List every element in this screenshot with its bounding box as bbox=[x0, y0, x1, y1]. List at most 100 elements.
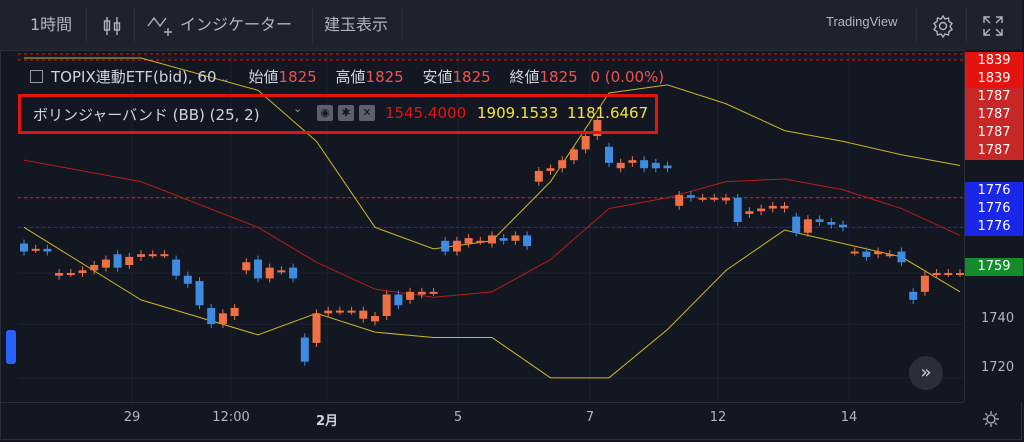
bb-lower-value: 1181.6467 bbox=[567, 104, 649, 122]
change-value: 0 (0.00%) bbox=[590, 68, 665, 86]
candle bbox=[640, 160, 649, 169]
interval-button[interactable]: 1時間 bbox=[30, 15, 73, 34]
candle bbox=[523, 235, 532, 247]
price-chart[interactable] bbox=[18, 50, 964, 402]
candle bbox=[757, 208, 766, 212]
candle bbox=[745, 211, 754, 214]
candle bbox=[733, 197, 742, 222]
candle bbox=[675, 195, 684, 206]
candle bbox=[862, 251, 871, 257]
candle bbox=[230, 307, 239, 317]
high-label: 高値 bbox=[335, 68, 366, 86]
chevron-down-icon[interactable]: ⌄ bbox=[220, 72, 230, 85]
price-axis[interactable]: 1839 1839 1787 1787 1787 1787 1776 1776 1776 1759… bbox=[964, 50, 1023, 402]
candle bbox=[277, 270, 286, 273]
price-label: 1787 bbox=[965, 106, 1023, 124]
candle bbox=[300, 337, 309, 362]
candle bbox=[815, 219, 824, 222]
candle bbox=[616, 162, 625, 169]
candle bbox=[324, 310, 333, 314]
candle bbox=[137, 254, 145, 257]
chevron-down-icon[interactable]: ⌄ bbox=[293, 102, 303, 115]
candle bbox=[78, 270, 87, 274]
x-tick-label: 2月 bbox=[315, 414, 339, 429]
candle bbox=[113, 254, 122, 268]
toolbar-divider bbox=[916, 8, 917, 42]
candle bbox=[569, 149, 578, 161]
candle bbox=[850, 251, 859, 254]
candle bbox=[827, 221, 836, 225]
price-label: 1787 bbox=[965, 124, 1023, 142]
indicators-icon[interactable] bbox=[146, 12, 176, 38]
price-label: 1839 bbox=[965, 70, 1023, 88]
candle bbox=[207, 307, 216, 325]
fullscreen-icon[interactable] bbox=[981, 14, 1005, 38]
candle bbox=[242, 262, 251, 271]
candle bbox=[546, 168, 555, 171]
candle bbox=[394, 294, 403, 306]
candle bbox=[499, 238, 508, 241]
candle bbox=[932, 273, 941, 276]
position-display-button[interactable]: 建玉表示 bbox=[324, 15, 389, 34]
price-label: 1839 bbox=[965, 52, 1023, 70]
remove-icon[interactable]: ✕ bbox=[359, 105, 375, 121]
candle bbox=[558, 160, 567, 169]
candle bbox=[335, 310, 344, 313]
candle bbox=[172, 259, 181, 276]
candle bbox=[20, 243, 28, 252]
candle bbox=[265, 267, 274, 279]
low-value: 1825 bbox=[452, 68, 491, 86]
candle bbox=[698, 197, 707, 200]
price-label: 1787 bbox=[965, 142, 1023, 160]
candle bbox=[476, 240, 485, 243]
candle bbox=[581, 135, 590, 150]
candle bbox=[55, 273, 64, 276]
candle bbox=[944, 273, 953, 276]
candle bbox=[148, 254, 157, 257]
indicator-name[interactable]: ボリンジャーバンド (BB) (25, 2) bbox=[33, 106, 260, 124]
settings-icon[interactable]: ✱ bbox=[338, 105, 354, 121]
candle bbox=[605, 146, 613, 163]
bb-mid-value: 1545.4000 bbox=[385, 104, 467, 122]
candle bbox=[195, 281, 204, 306]
candle bbox=[31, 248, 40, 251]
toolbar-divider bbox=[86, 8, 87, 42]
candle bbox=[511, 235, 520, 241]
bb-mid-line bbox=[23, 159, 961, 298]
bb-upper-value: 1909.1533 bbox=[477, 104, 559, 122]
x-tick-label: 29 bbox=[123, 410, 141, 425]
symbol-name[interactable]: TOPIX連動ETF(bid), 60 bbox=[51, 68, 217, 86]
close-label: 終値 bbox=[509, 68, 540, 86]
visibility-icon[interactable]: ◉ bbox=[317, 105, 333, 121]
time-axis[interactable] bbox=[0, 402, 964, 439]
indicators-button[interactable]: インジケーター bbox=[180, 15, 293, 34]
symbol-legend: TOPIX連動ETF(bid), 60 ⌄ 始値1825 高値1825 安値182… bbox=[30, 66, 664, 87]
x-tick-label: 12 bbox=[709, 410, 727, 425]
price-label: 1776 bbox=[965, 182, 1023, 200]
candle bbox=[371, 316, 379, 322]
scroll-to-realtime-button[interactable]: » bbox=[909, 356, 943, 390]
candle bbox=[312, 313, 321, 343]
x-tick-label: 12:00 bbox=[212, 410, 250, 425]
candle bbox=[382, 294, 391, 317]
open-label: 始値 bbox=[248, 68, 279, 86]
candle bbox=[406, 291, 415, 300]
candle bbox=[183, 275, 192, 284]
y-tick-label: 1720 bbox=[981, 360, 1015, 375]
open-value: 1825 bbox=[278, 68, 317, 86]
collapse-icon[interactable] bbox=[30, 70, 43, 83]
sun-icon[interactable] bbox=[982, 410, 1000, 428]
bollinger-legend: ボリンジャーバンド (BB) (25, 2) ⌄ ◉ ✱ ✕ 1545.4000… bbox=[18, 94, 658, 134]
candle bbox=[417, 291, 426, 295]
tradingview-brand[interactable]: TradingView bbox=[826, 14, 898, 29]
candle bbox=[90, 264, 99, 271]
toolbar-divider bbox=[312, 8, 313, 42]
candle bbox=[956, 273, 964, 276]
gear-icon[interactable] bbox=[931, 14, 955, 38]
candle bbox=[780, 205, 789, 209]
candle bbox=[534, 170, 543, 182]
candle bbox=[429, 291, 438, 294]
candle bbox=[464, 238, 473, 244]
drawing-panel-handle[interactable] bbox=[6, 330, 16, 364]
candles-icon[interactable] bbox=[100, 14, 124, 38]
